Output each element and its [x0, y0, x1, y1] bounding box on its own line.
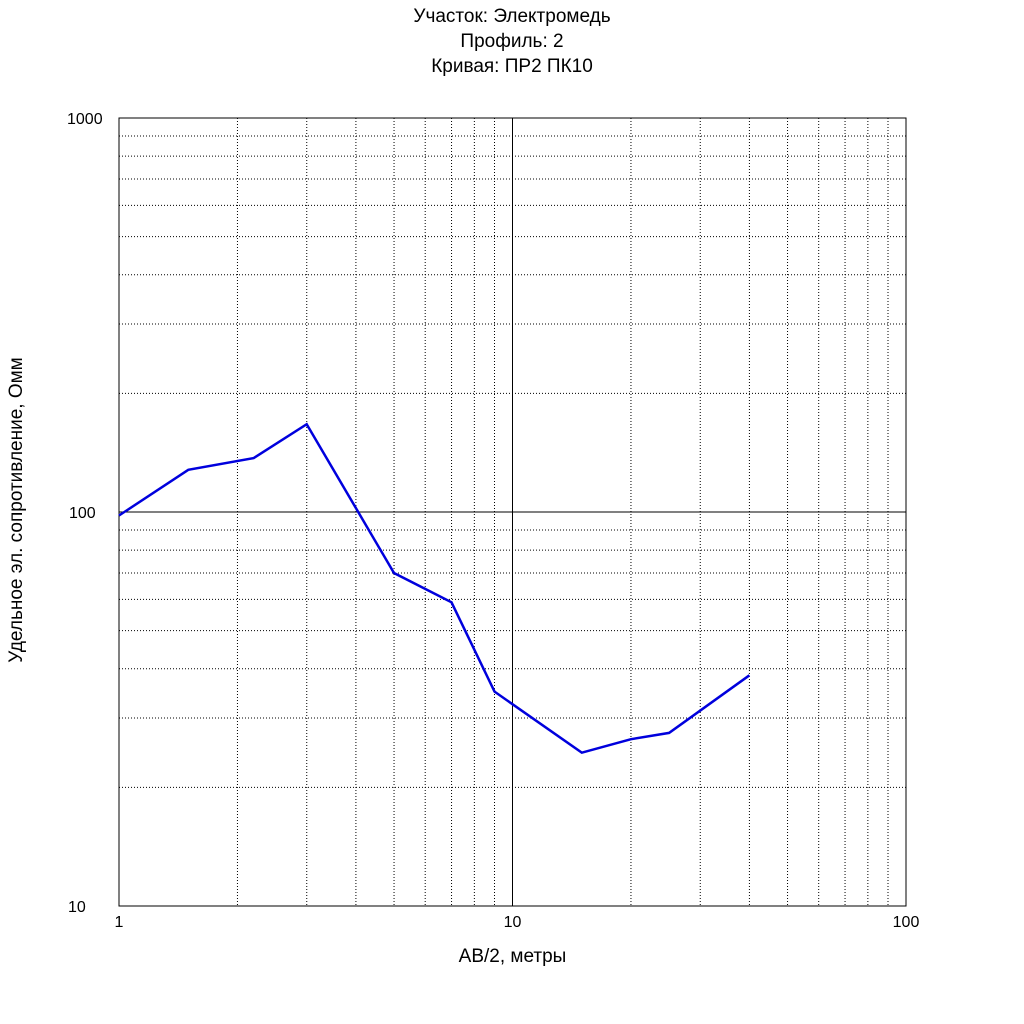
title-line-curve: Кривая: ПР2 ПК10 — [431, 56, 593, 77]
y-tick-label: 10 — [68, 899, 86, 916]
y-tick-labels: 10 100 1000 — [67, 111, 103, 916]
series-layer — [118, 422, 751, 755]
major-grid — [119, 118, 906, 906]
x-tick-label: 10 — [504, 914, 522, 931]
plot-frame — [118, 117, 907, 907]
series-line-1 — [118, 422, 751, 755]
x-axis-label: AB/2, метры — [459, 946, 567, 967]
title-line-profile: Профиль: 2 — [460, 31, 564, 52]
y-tick-label: 1000 — [67, 111, 103, 128]
x-tick-label: 100 — [893, 914, 920, 931]
y-axis-label: Удельное эл. сопротивление, Омм — [6, 357, 27, 662]
x-tick-labels: 1 10 100 — [115, 914, 920, 931]
y-tick-label: 100 — [69, 505, 96, 522]
x-tick-label: 1 — [115, 914, 124, 931]
chart-title: Участок: Электромедь Профиль: 2 Кривая: … — [0, 4, 1024, 79]
title-line-site: Участок: Электромедь — [413, 6, 611, 27]
